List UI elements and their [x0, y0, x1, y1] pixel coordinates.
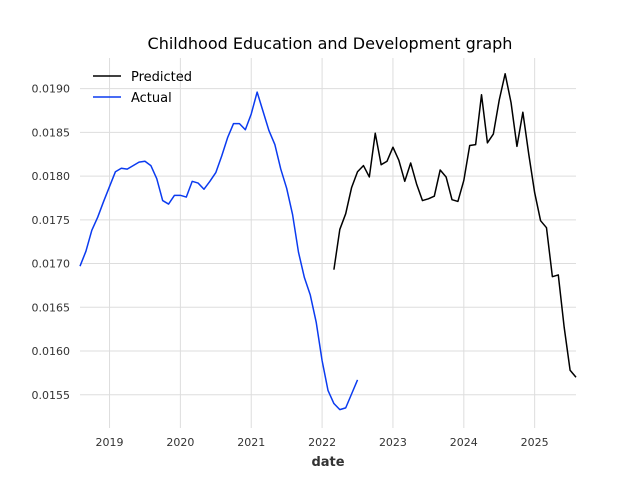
- x-tick-label: 2021: [237, 436, 265, 449]
- legend-label-actual: Actual: [131, 91, 172, 106]
- legend-label-predicted: Predicted: [131, 70, 192, 85]
- series-lines: [79, 72, 577, 411]
- y-tick-label: 0.0170: [32, 258, 71, 271]
- y-tick-label: 0.0155: [32, 389, 71, 402]
- y-tick-label: 0.0185: [32, 126, 71, 139]
- y-tick-label: 0.0180: [32, 170, 71, 183]
- y-tick-label: 0.0190: [32, 83, 71, 96]
- x-tick-label: 2019: [96, 436, 124, 449]
- series-line-actual: [79, 91, 359, 411]
- x-tick-label: 2024: [450, 436, 478, 449]
- y-tick-label: 0.0175: [32, 214, 71, 227]
- series-line-predicted: [333, 72, 577, 378]
- y-tick-label: 0.0165: [32, 301, 71, 314]
- y-axis-ticks: 0.0155 0.0160 0.0165 0.0170 0.0175 0.0180 0.01…: [32, 83, 71, 402]
- x-tick-label: 2020: [166, 436, 194, 449]
- legend: Predicted Actual: [93, 70, 192, 106]
- grid-lines: [80, 58, 576, 428]
- x-axis-ticks: 2019 2020 2021 2022 2023 2024 2025: [96, 436, 549, 449]
- x-tick-label: 2022: [308, 436, 336, 449]
- x-axis-label: date: [311, 455, 344, 470]
- x-tick-label: 2025: [521, 436, 549, 449]
- y-tick-label: 0.0160: [32, 345, 71, 358]
- chart-title: Childhood Education and Development grap…: [148, 34, 513, 53]
- x-tick-label: 2023: [379, 436, 407, 449]
